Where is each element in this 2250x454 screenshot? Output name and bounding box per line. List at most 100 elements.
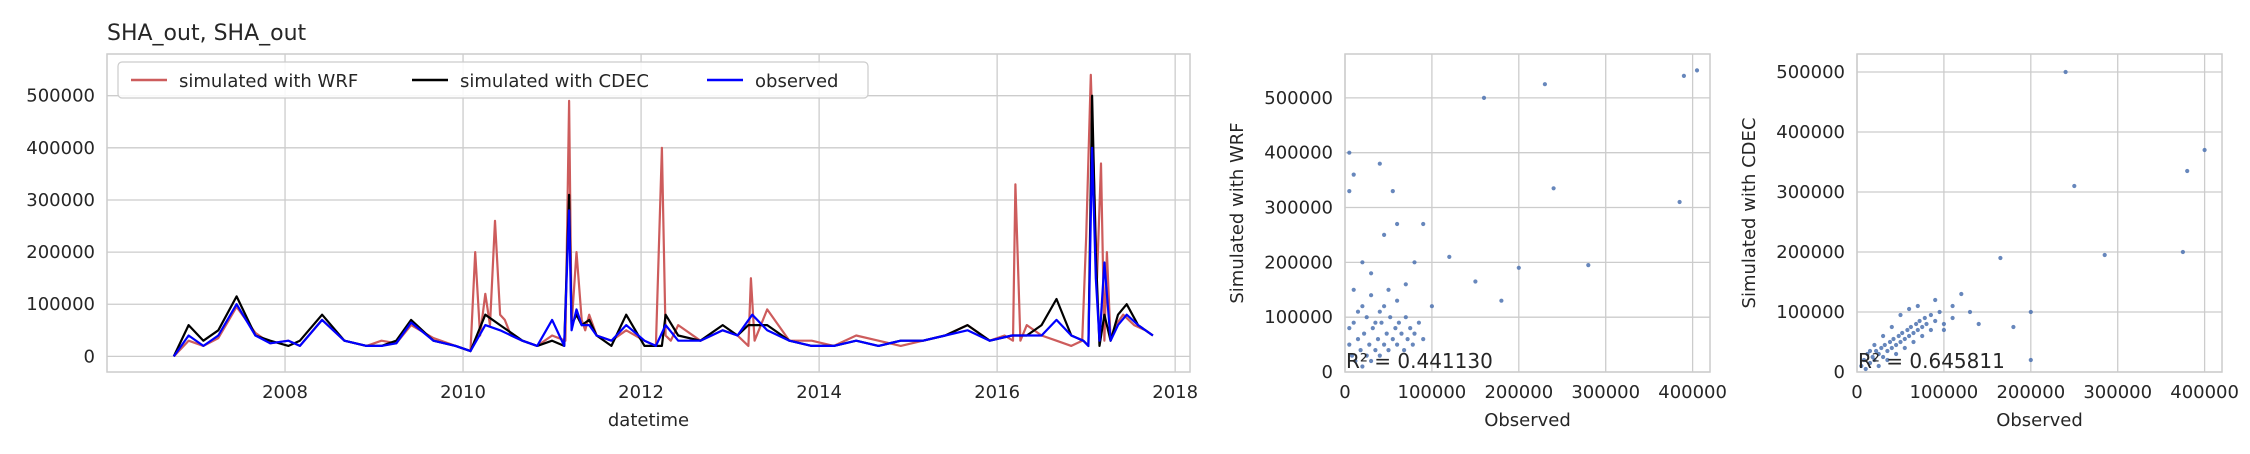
scatter-point <box>1421 337 1426 342</box>
y-tick-label: 0 <box>84 346 95 367</box>
r-squared-annotation: R² = 0.441130 <box>1346 349 1493 373</box>
x-axis-label: Observed <box>1484 410 1571 431</box>
scatter-point <box>1922 315 1927 321</box>
scatter-point <box>1879 345 1884 351</box>
scatter-point <box>1355 309 1361 314</box>
scatter-point <box>1894 342 1899 348</box>
scatter-point <box>1377 161 1382 166</box>
scatter-point <box>1881 354 1886 360</box>
y-tick-label: 200000 <box>1264 252 1333 273</box>
scatter-point <box>1861 357 1867 363</box>
scatter-point <box>1393 326 1398 331</box>
scatter-point <box>1351 172 1356 177</box>
scatter-point <box>1347 326 1352 331</box>
scatter-point <box>2011 324 2016 330</box>
scatter-point <box>1396 320 1401 325</box>
scatter-point <box>1347 150 1352 155</box>
scatter-point <box>1887 339 1893 345</box>
scatter-point <box>1362 331 1367 336</box>
scatter-point <box>2185 168 2190 174</box>
y-tick-label: 0 <box>1322 362 1333 383</box>
scatter-point <box>1920 324 1925 330</box>
y-tick-label: 100000 <box>1776 302 1845 323</box>
scatter-point <box>1933 297 1938 303</box>
x-tick-label: 0 <box>1851 382 1862 403</box>
x-tick-label: 300000 <box>2083 382 2152 403</box>
scatter-point <box>1937 309 1942 315</box>
scatter-point <box>1915 303 1920 309</box>
scatter-point <box>1586 263 1591 268</box>
x-tick-label: 400000 <box>2170 382 2239 403</box>
scatter-point <box>1386 348 1391 353</box>
scatter-point <box>1914 321 1919 327</box>
scatter-point <box>1950 315 1955 321</box>
scatter-point <box>1677 199 1682 205</box>
scatter-point <box>1941 327 1946 333</box>
scatter-point <box>1402 348 1407 353</box>
scatter-point <box>1867 348 1873 354</box>
x-tick-label: 400000 <box>1658 382 1727 403</box>
chart-title: SHA_out, SHA_out <box>107 21 307 46</box>
scatter-point <box>1364 315 1369 320</box>
scatter-point <box>1355 337 1361 342</box>
scatter-point <box>1369 271 1374 276</box>
scatter-point <box>1375 337 1381 342</box>
plot-frame <box>1856 53 2223 373</box>
scatter-point <box>1373 320 1378 325</box>
scatter-point <box>1900 330 1905 336</box>
y-tick-label: 300000 <box>26 190 95 211</box>
scatter-point <box>1403 282 1408 287</box>
scatter-point <box>1360 260 1365 265</box>
scatter-point <box>1681 73 1686 78</box>
plot-frame <box>106 53 1191 373</box>
x-axis-label: datetime <box>608 410 689 431</box>
y-tick-label: 500000 <box>1264 88 1333 109</box>
scatter-point <box>1412 331 1417 336</box>
scatter-point <box>1898 312 1903 318</box>
x-tick-label: 0 <box>1339 382 1350 403</box>
scatter-point <box>1369 358 1374 364</box>
scatter-point <box>1551 186 1556 191</box>
scatter-point <box>1891 336 1896 342</box>
scatter-point <box>1403 315 1408 320</box>
scatter-point <box>1896 333 1901 339</box>
x-tick-label: 100000 <box>1910 382 1979 403</box>
scatter-point <box>1377 353 1382 358</box>
scatter-point <box>1353 358 1358 364</box>
scatter-point <box>1351 320 1356 325</box>
scatter-point <box>1908 324 1913 330</box>
scatter-point <box>1473 279 1478 284</box>
scatter-point <box>1885 348 1890 354</box>
scatter-point <box>1924 321 1929 327</box>
scatter-point <box>1920 333 1925 339</box>
scatter-point <box>1481 95 1487 100</box>
scatter-point <box>1358 348 1363 353</box>
scatter-point <box>1390 189 1395 194</box>
scatter-point <box>1902 345 1907 351</box>
scatter-point <box>2180 249 2185 255</box>
x-tick-label: 2012 <box>618 382 664 403</box>
scatter-point <box>1876 351 1881 357</box>
scatter-point <box>1542 82 1547 87</box>
scatter-point <box>2202 147 2207 153</box>
scatter-point <box>1998 255 2003 261</box>
y-tick-label: 100000 <box>1264 307 1333 328</box>
scatter-point <box>1876 363 1881 369</box>
y-tick-label: 200000 <box>1776 242 1845 263</box>
scatter-point <box>1898 339 1903 345</box>
series-line-0 <box>172 73 1154 358</box>
scatter-point <box>1867 360 1873 366</box>
scatter-point <box>1885 357 1890 363</box>
scatter-point <box>1410 342 1415 347</box>
scatter-point <box>1902 336 1907 342</box>
scatter-point <box>1421 221 1426 227</box>
scatter-point <box>1395 298 1400 303</box>
scatter-point <box>1386 287 1391 292</box>
scatter-point <box>1412 260 1417 265</box>
scatter-point <box>1882 342 1887 348</box>
x-tick-label: 200000 <box>1996 382 2065 403</box>
scatter-wrf-panel: 0 100000 200000 300000 400000 0 100000 200000 30… <box>1227 53 1727 431</box>
y-tick-label: 500000 <box>1776 62 1845 83</box>
